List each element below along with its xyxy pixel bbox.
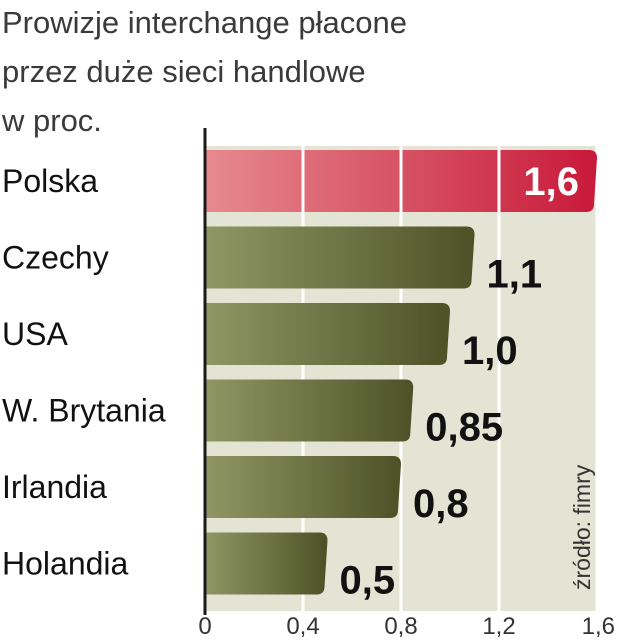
- bar-w-brytania: [205, 379, 414, 442]
- bars: [205, 150, 597, 595]
- category-label: Holandia: [2, 546, 129, 582]
- x-tick-label: 1,2: [482, 613, 515, 640]
- value-label: 0,5: [340, 559, 396, 603]
- chart-title-line-2: przez duże sieci handlowe: [2, 54, 366, 89]
- category-label: Czechy: [2, 240, 109, 276]
- bar-holandia: [205, 532, 328, 595]
- category-label: Irlandia: [2, 469, 107, 505]
- source-note: źródło: fimry: [569, 464, 595, 590]
- chart-title-line-3: w proc.: [1, 103, 102, 138]
- x-tick-label: 0,4: [286, 613, 319, 640]
- category-label: USA: [2, 316, 68, 352]
- bar-irlandia: [205, 456, 401, 518]
- category-label: Polska: [2, 163, 98, 199]
- category-label: W. Brytania: [2, 393, 166, 429]
- value-label: 1,6: [523, 160, 579, 204]
- category-labels: Polska 1,6 Czechy 1,1 USA 1,0 W. Brytania 0,85 I…: [2, 160, 579, 603]
- x-axis-tick-labels: 0 0,4 0,8 1,2 1,6: [198, 613, 615, 640]
- x-tick-label: 0,8: [384, 613, 417, 640]
- value-label: 1,1: [487, 253, 543, 297]
- bar-czechy: [205, 226, 475, 289]
- x-tick-label: 0: [198, 613, 211, 640]
- value-label: 0,8: [413, 482, 469, 526]
- chart-title-line-1: Prowizje interchange płacone: [2, 5, 407, 40]
- bar-usa: [205, 303, 450, 365]
- value-label: 0,85: [425, 406, 503, 450]
- value-label: 1,0: [462, 329, 518, 373]
- x-tick-label: 1,6: [582, 613, 615, 640]
